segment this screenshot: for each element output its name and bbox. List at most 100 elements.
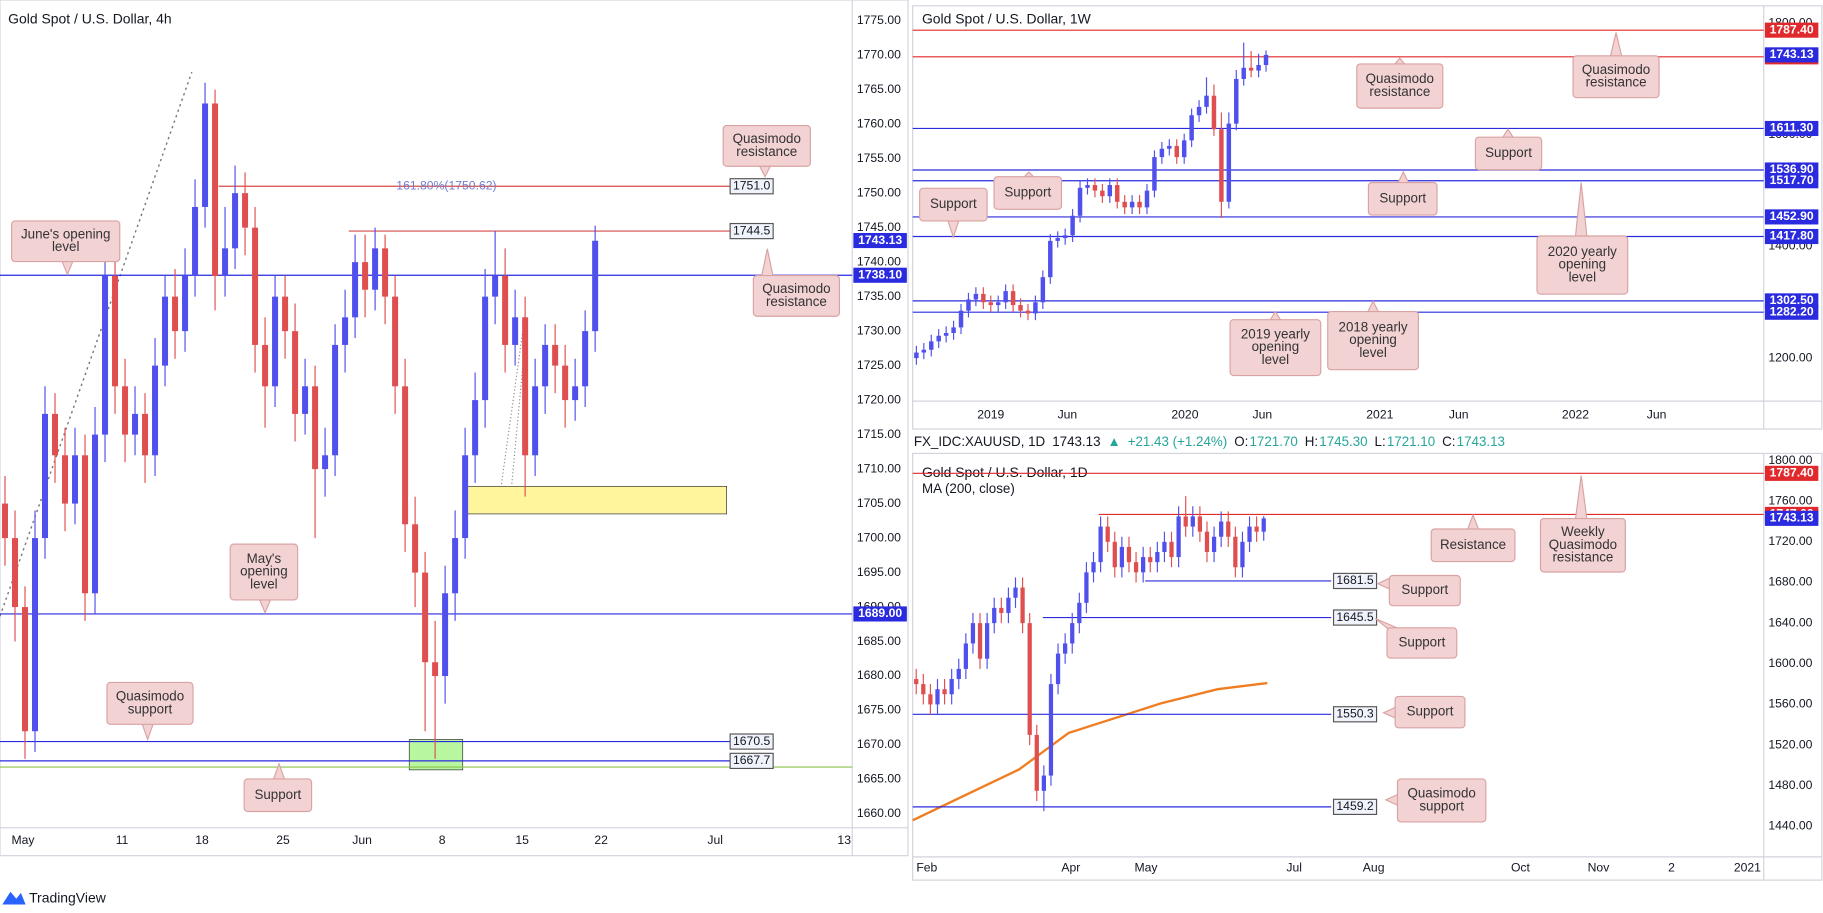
candle-body (1183, 516, 1188, 527)
level-tag (1332, 609, 1378, 626)
level-tag (729, 178, 774, 195)
info-segment: 1721.10 (1387, 433, 1435, 448)
candle-body (1010, 291, 1016, 306)
candle-body (162, 296, 169, 366)
candle-body (1105, 526, 1110, 542)
price-tag-label: 1611.30 (1770, 121, 1814, 135)
candle-body (412, 524, 419, 573)
callout-text: level (250, 576, 278, 591)
callout-text: resistance (1552, 550, 1613, 565)
candle-body (1048, 240, 1053, 278)
callout-text: Resistance (1440, 537, 1506, 552)
candle-body (402, 386, 409, 525)
price-tag-label: 1743.13 (1770, 47, 1814, 61)
candle-body (1018, 305, 1023, 311)
candle-body (572, 386, 579, 401)
level-tag (1332, 706, 1378, 723)
candle-body (1100, 190, 1105, 197)
y-tick-label: 1600.00 (1768, 656, 1812, 670)
candle-body (1115, 185, 1120, 202)
y-tick-label: 1770.00 (857, 47, 901, 61)
price-tag-label: 1536.90 (1770, 162, 1814, 176)
callout-text: Support (1379, 190, 1426, 205)
candle-body (472, 400, 479, 456)
candle-body (1040, 277, 1046, 303)
candle-body (492, 275, 499, 297)
x-tick-label: Nov (1588, 861, 1611, 875)
level-tag-label: 1670.5 (733, 734, 770, 748)
x-tick-label: 11 (116, 833, 129, 847)
indicator-label: MA (200, close) (922, 481, 1015, 496)
y-tick-label: 1755.00 (857, 151, 901, 165)
x-tick-label: 13 (837, 833, 851, 847)
candle-body (102, 275, 109, 435)
candle-body (302, 386, 309, 414)
candle-body (252, 227, 259, 345)
info-segment: 1745.30 (1319, 433, 1367, 448)
y-tick-label: 1725.00 (857, 358, 901, 372)
candle-body (52, 413, 59, 456)
callout-box (243, 778, 313, 813)
candle-body (1084, 572, 1089, 603)
candle-body (172, 296, 179, 332)
candle-body (202, 103, 209, 207)
callout-text: May's (247, 551, 282, 566)
candle-body (482, 296, 489, 401)
candle-body (1077, 187, 1083, 216)
callout-text: support (1419, 798, 1464, 813)
candle-body (1169, 541, 1174, 558)
price-tag-label: 1302.50 (1770, 293, 1814, 307)
info-segment: O: (1234, 433, 1248, 448)
callout-box (1229, 319, 1322, 377)
callout-text: 2019 yearly (1241, 326, 1310, 341)
price-tag-label: 1787.40 (1770, 466, 1814, 480)
candle-body (1211, 536, 1217, 552)
candle-body (1063, 643, 1068, 654)
callout-box (1474, 136, 1543, 171)
candle-body (949, 679, 954, 695)
price-tag-label: 1689.00 (858, 606, 902, 620)
callout-text: Quasimodo (1366, 71, 1434, 86)
level-tag (729, 752, 774, 770)
candle-body (981, 293, 986, 303)
callout-text: Support (1407, 704, 1454, 719)
candle-body (552, 344, 559, 366)
candle-body (942, 689, 947, 695)
x-tick-label: Jun (1058, 407, 1078, 421)
y-tick-label: 1715.00 (857, 427, 901, 441)
candle-body (1041, 775, 1046, 791)
candle-body (1148, 557, 1153, 563)
candle-body (1013, 587, 1018, 598)
callout-text: Quasimodo (1549, 537, 1617, 552)
fib-label: 161.80%(1750.62) (396, 178, 496, 192)
fib-line (497, 311, 527, 512)
callout-box (1356, 63, 1444, 109)
candle-body (1190, 516, 1195, 527)
chart-title: Gold Spot / U.S. Dollar, 1W (922, 10, 1092, 26)
level-tag-label: 1681.5 (1336, 573, 1373, 587)
chart-title: Gold Spot / U.S. Dollar, 4h (8, 10, 171, 26)
price-tag (1764, 173, 1819, 189)
candle-body (122, 386, 129, 435)
x-tick-label: 2 (1668, 861, 1675, 875)
price-tag-label: 1743.13 (1770, 511, 1814, 525)
candle-body (12, 538, 19, 608)
candle-body (372, 248, 379, 290)
candle-body (1181, 140, 1187, 158)
candle-body (432, 662, 439, 677)
callout-text: Support (1485, 145, 1532, 160)
candle-body (1098, 526, 1103, 563)
callout-text: Quasimodo (762, 281, 830, 296)
candle-body (522, 317, 529, 456)
x-tick-label: 2021 (1366, 407, 1393, 421)
candle-body (112, 275, 119, 387)
candle-body (1167, 145, 1172, 149)
callout-box (229, 543, 299, 601)
candle-body (999, 607, 1004, 613)
candle-body (992, 607, 997, 624)
callout-text: opening (240, 564, 288, 579)
callout-box (993, 176, 1063, 210)
candle-body (921, 684, 926, 695)
callout-text: resistance (736, 144, 797, 159)
